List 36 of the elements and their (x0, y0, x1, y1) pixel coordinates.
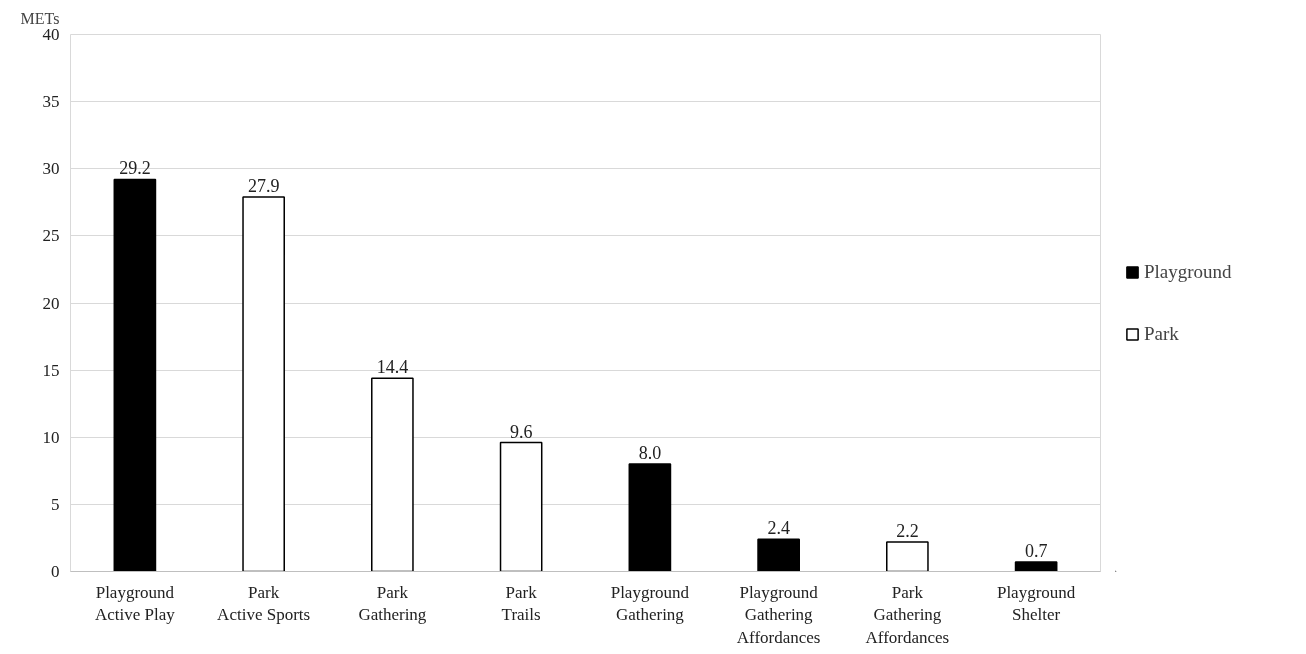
x-tick-label: Playground Gathering (610, 582, 690, 625)
y-tick-label: 10 (42, 427, 60, 447)
bar (757, 538, 800, 572)
bar (113, 178, 157, 572)
data-label: 2.2 (896, 520, 919, 541)
bar (628, 463, 672, 572)
y-tick-label: 0 (51, 562, 60, 581)
bar (371, 377, 414, 572)
legend-label: Park (1144, 322, 1179, 345)
bar (1014, 561, 1058, 572)
data-label: 29.2 (119, 158, 151, 179)
x-tick-label: Playground Active Play (94, 582, 176, 625)
y-tick-label: 35 (42, 92, 60, 112)
data-label: 27.9 (247, 175, 280, 196)
bar (242, 196, 285, 572)
y-tick-label: 5 (51, 494, 60, 514)
x-tick-label: Playground Gathering Affordances (736, 582, 821, 648)
data-label: 8.0 (638, 443, 662, 464)
bar (499, 441, 543, 572)
y-tick-label: 15 (42, 360, 60, 380)
x-tick-label: Park Active Sports (217, 582, 311, 625)
data-label: 0.7 (1024, 541, 1048, 562)
data-label: 2.4 (767, 518, 790, 539)
y-tick-label: 25 (42, 226, 60, 246)
y-tick-label: 30 (42, 159, 60, 179)
data-label: 9.6 (509, 421, 533, 442)
x-tick-label: Park Trails (501, 582, 541, 625)
data-label: 14.4 (376, 357, 409, 378)
x-tick-label: Playground Shelter (996, 582, 1076, 625)
y-axis-title: METs (20, 10, 60, 27)
x-tick-label: Park Gathering Affordances (865, 582, 950, 648)
legend-label: Playground (1144, 260, 1232, 283)
y-tick-label: 20 (42, 293, 60, 313)
bar (886, 541, 929, 572)
x-tick-label: Park Gathering (358, 582, 427, 625)
y-tick-label: 40 (42, 25, 60, 44)
